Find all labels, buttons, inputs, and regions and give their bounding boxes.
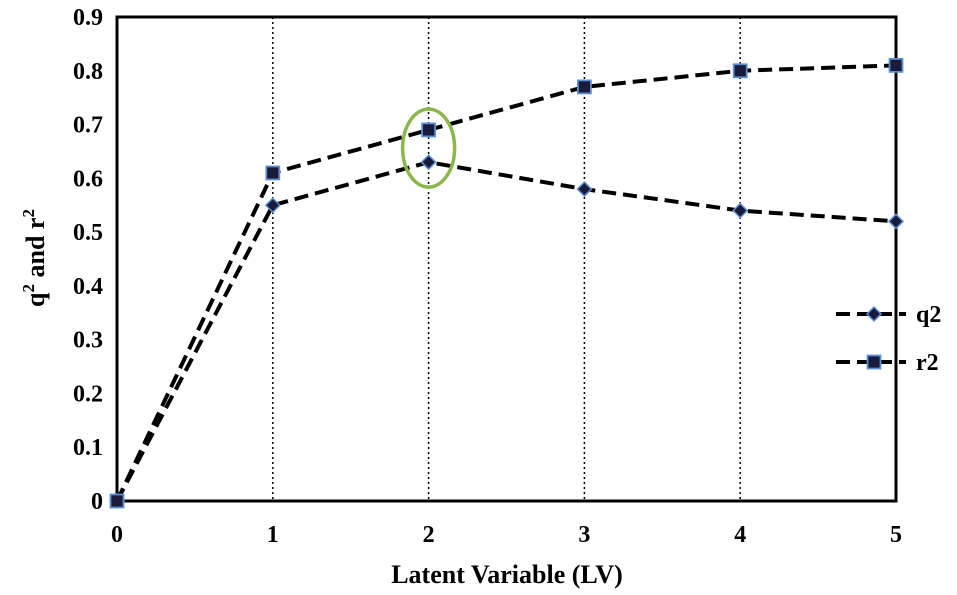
- y-axis-title: q2 and r2: [19, 209, 50, 307]
- series-line-q2: [115, 160, 897, 502]
- legend-label-r2: r2: [916, 350, 939, 376]
- y-axis-title-q: q: [21, 292, 50, 307]
- point-r2-5: [888, 58, 904, 73]
- point-q2-3: [576, 181, 593, 198]
- legend-marker-q2: [865, 305, 883, 323]
- highlight-ellipse: [400, 107, 457, 189]
- point-r2-2: [421, 122, 437, 138]
- y-tick-label-2: 0.2: [73, 381, 103, 407]
- point-r2-1: [265, 165, 281, 181]
- y-axis-title-sup-1: 2: [19, 284, 38, 293]
- point-q2-4: [732, 202, 749, 219]
- point-q2-1: [264, 197, 281, 214]
- y-tick-label-5: 0.5: [73, 220, 103, 246]
- point-r2-4: [732, 63, 748, 79]
- x-tick-label-4: 4: [734, 522, 746, 548]
- legend-item-r2: r2: [836, 350, 939, 376]
- annotations: [400, 107, 457, 189]
- y-tick-label-8: 0.8: [73, 59, 103, 85]
- y-tick-label-1: 0.1: [73, 435, 103, 461]
- y-tick-label-0: 0: [91, 489, 103, 515]
- x-tick-label-5: 5: [890, 522, 902, 548]
- y-tick-label-9: 0.9: [73, 5, 103, 31]
- legend-label-q2: q2: [916, 302, 941, 328]
- x-axis-title: Latent Variable (LV): [391, 560, 623, 589]
- plot-area: [115, 15, 898, 503]
- y-tick-label-4: 0.4: [73, 274, 103, 300]
- y-tick-label-7: 0.7: [73, 113, 103, 139]
- x-tick-label-0: 0: [111, 522, 123, 548]
- y-tick-label-3: 0.3: [73, 328, 103, 354]
- series-r2: [109, 58, 904, 509]
- legend: q2 r2: [836, 302, 941, 376]
- x-tick-label-1: 1: [267, 522, 279, 548]
- x-tick-label-3: 3: [578, 522, 590, 548]
- y-axis-title-sup-2: 2: [19, 209, 38, 218]
- point-q2-2: [420, 154, 437, 171]
- series-q2: [108, 154, 905, 510]
- point-q2-5: [887, 213, 905, 230]
- legend-item-q2: q2: [836, 302, 941, 328]
- series-line-r2: [115, 63, 897, 502]
- y-axis-title-and-r: and r: [21, 218, 50, 284]
- x-axis-ticks: 0 1 2 3 4 5: [111, 522, 902, 548]
- y-axis-ticks: 0 0.1 0.2 0.3 0.4 0.5 0.6 0.7 0.8 0.9: [73, 5, 103, 515]
- legend-marker-r2: [866, 354, 882, 370]
- series-lines: [108, 58, 905, 510]
- y-tick-label-6: 0.6: [73, 166, 103, 192]
- point-r2-0: [109, 493, 125, 509]
- point-r2-3: [577, 79, 592, 95]
- x-tick-label-2: 2: [423, 522, 435, 548]
